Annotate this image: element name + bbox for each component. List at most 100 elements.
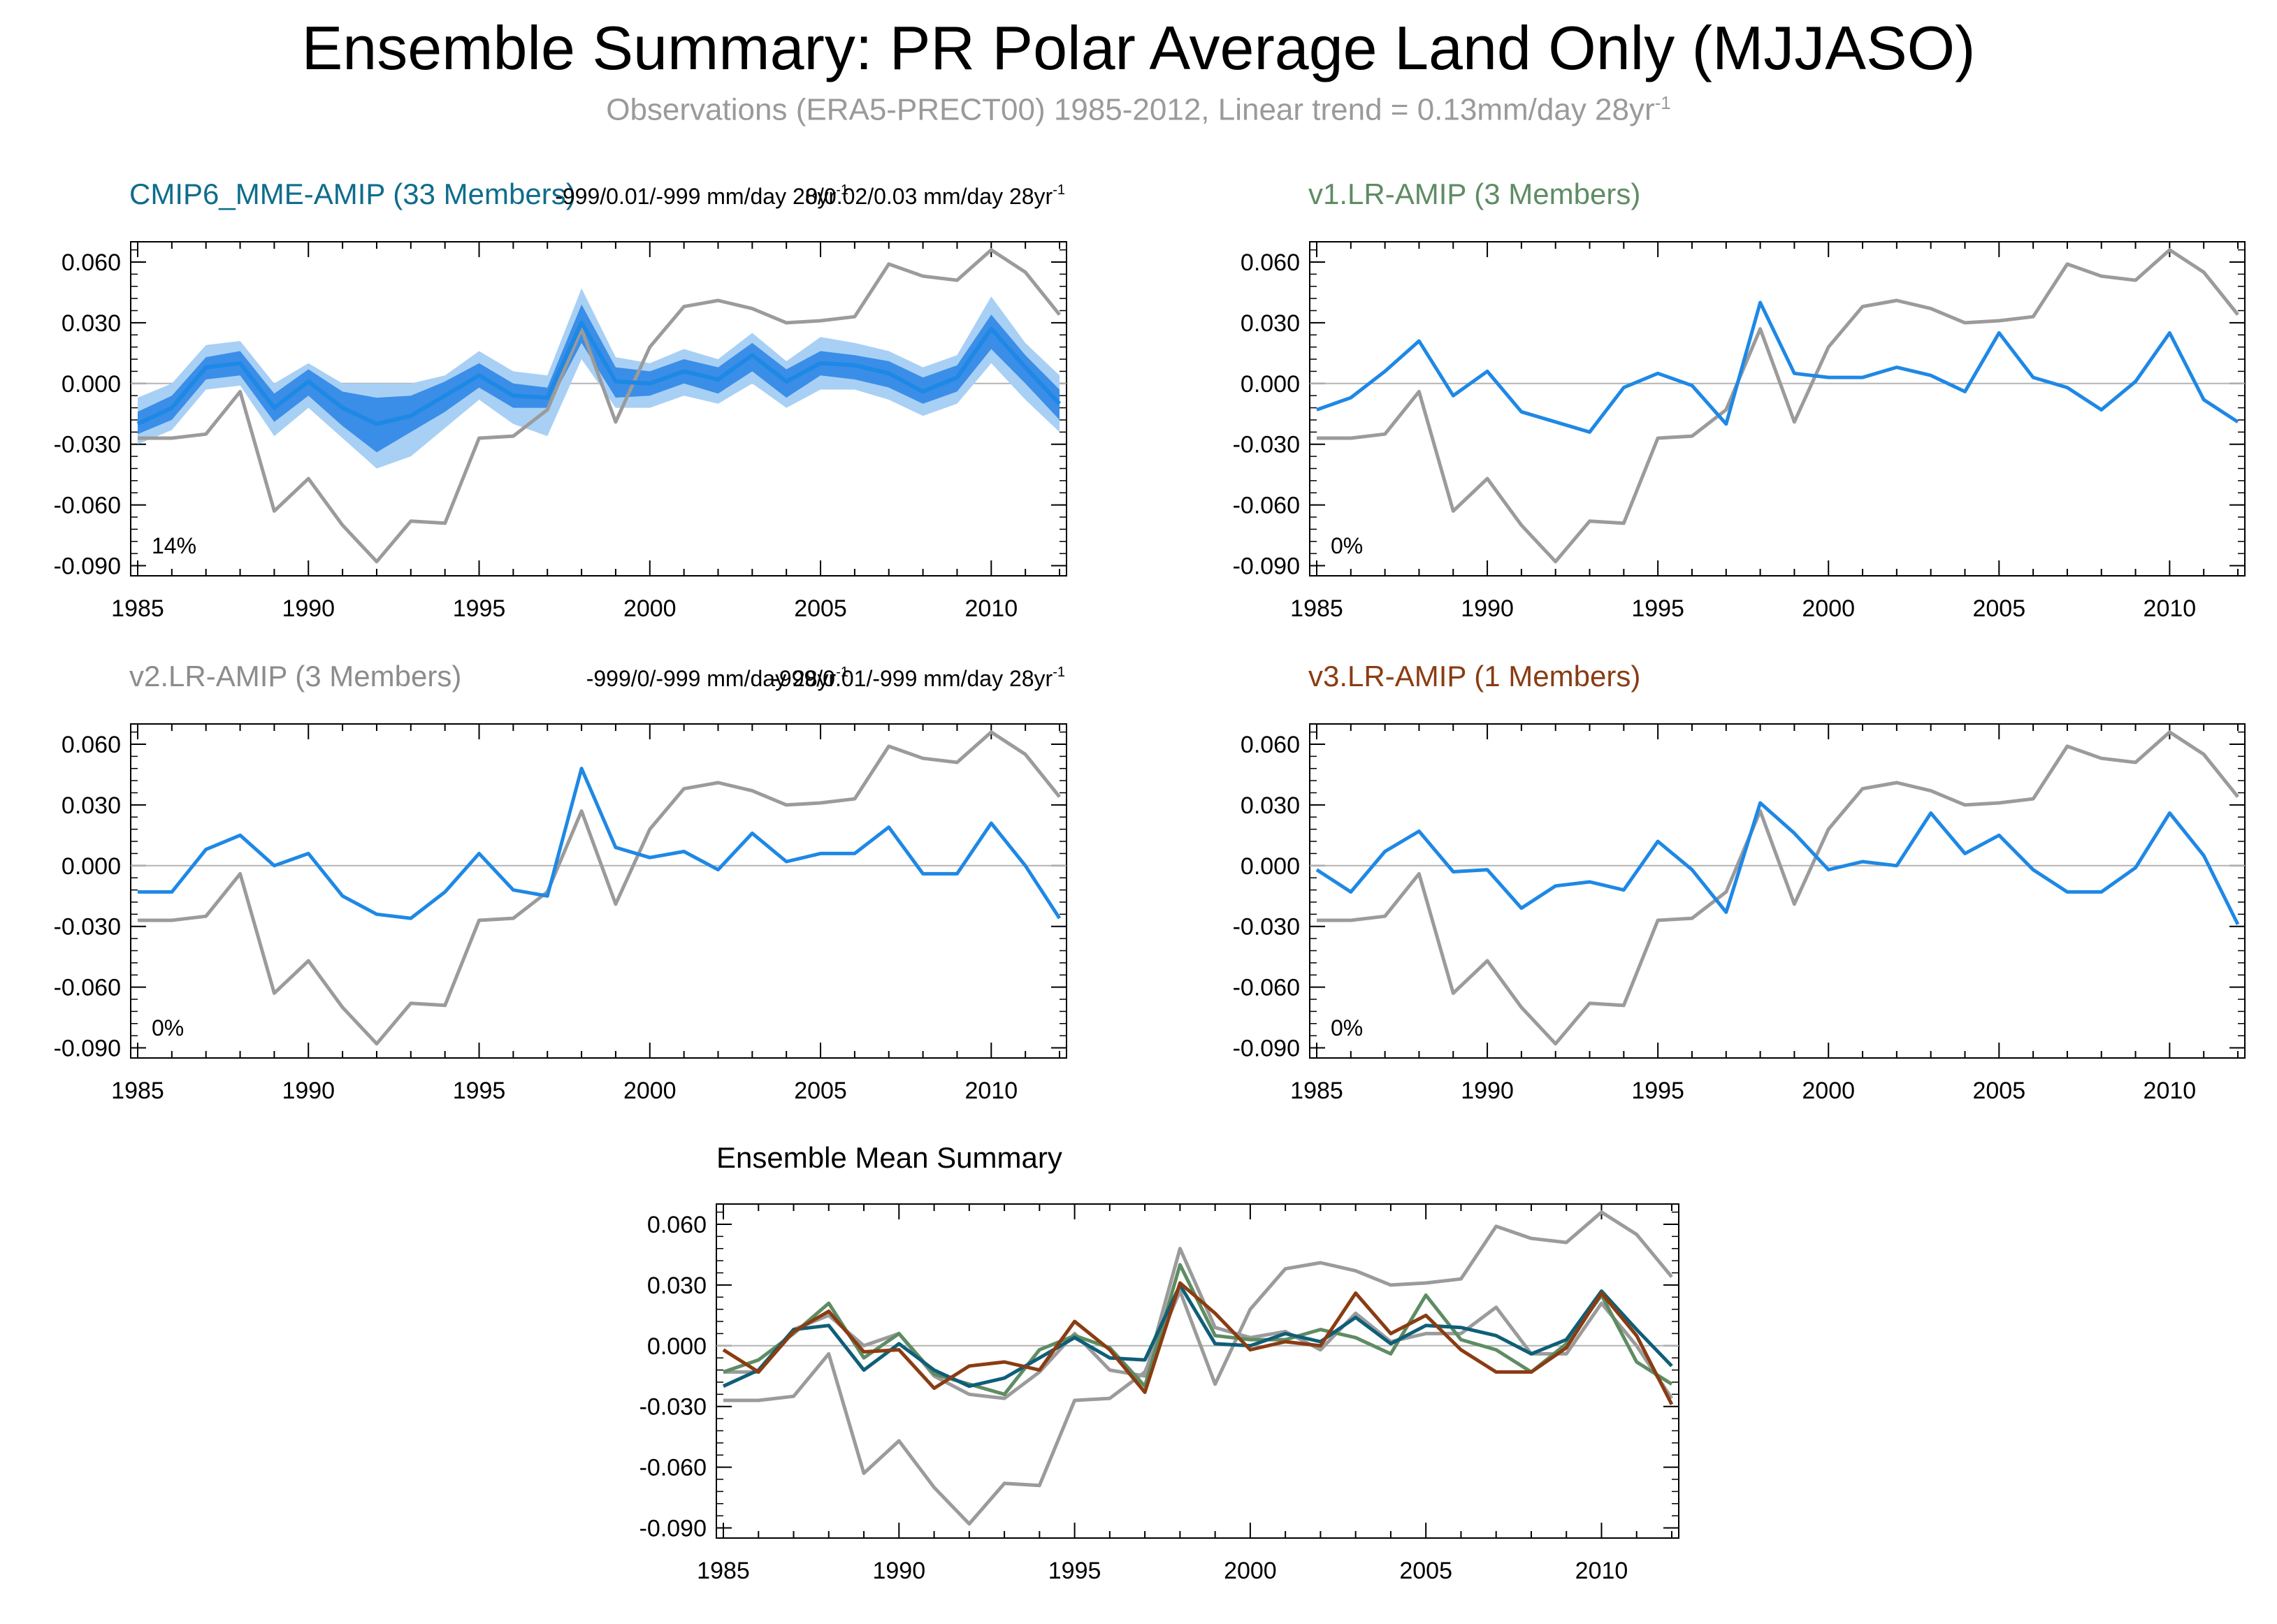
x-tick-label: 1985 bbox=[111, 595, 164, 622]
y-tick-label: 0.060 bbox=[647, 1212, 707, 1238]
x-tick-label: 2000 bbox=[1224, 1558, 1277, 1584]
x-tick-label: 2010 bbox=[2144, 595, 2197, 622]
model-line bbox=[1315, 801, 2240, 925]
summary-series-line-2 bbox=[722, 1283, 1673, 1389]
panel-v2: 0.060 0.030 0.000 -0.030 -0.060 -0.090 1985 199… bbox=[54, 660, 1067, 1104]
observations-line bbox=[1317, 730, 2239, 1046]
x-tick-label: 1990 bbox=[282, 1078, 335, 1104]
y-tick-label: 0.030 bbox=[62, 792, 121, 819]
mme-mean-line bbox=[136, 320, 1062, 426]
y-tick-label: 0.030 bbox=[1241, 310, 1300, 337]
trend-label: -999/0.01/-999 mm/day 28yr-1 bbox=[555, 182, 848, 209]
y-tick-label: -0.030 bbox=[1233, 914, 1300, 941]
subtitle-superscript: -1 bbox=[1654, 92, 1671, 113]
percent-label: 0% bbox=[152, 1015, 184, 1041]
y-tick-label: 0.060 bbox=[62, 732, 121, 758]
y-tick-label: -0.060 bbox=[1233, 975, 1300, 1001]
x-tick-label: 2010 bbox=[2144, 1078, 2197, 1104]
x-tick-label: 1995 bbox=[1631, 595, 1684, 622]
y-tick-label: 0.000 bbox=[1241, 853, 1300, 880]
figure-title: Ensemble Summary: PR Polar Average Land … bbox=[301, 13, 1976, 82]
plot-frame bbox=[716, 1203, 1679, 1539]
summary-series-line-0 bbox=[723, 1247, 1674, 1400]
panel-title: v2.LR-AMIP (3 Members) bbox=[129, 660, 461, 693]
x-tick-label: 2000 bbox=[1802, 1078, 1855, 1104]
x-tick-label: 2000 bbox=[1802, 595, 1855, 622]
panel-v1: 0.060 0.030 0.000 -0.030 -0.060 -0.090 1985 199… bbox=[555, 177, 2246, 622]
trend-label: -999/0/-999 mm/day 28yr-1 bbox=[586, 665, 848, 691]
x-tick-label: 2005 bbox=[1399, 1558, 1452, 1584]
plot-frame bbox=[130, 723, 1067, 1059]
y-tick-label: -0.090 bbox=[54, 1036, 121, 1062]
x-tick-label: 2005 bbox=[1972, 595, 2025, 622]
y-tick-label: 0.000 bbox=[62, 371, 121, 398]
x-tick-label: 1985 bbox=[1290, 1078, 1343, 1104]
x-tick-label: 1995 bbox=[1048, 1558, 1101, 1584]
y-tick-label: 0.000 bbox=[62, 853, 121, 880]
y-tick-label: 0.060 bbox=[1241, 732, 1300, 758]
x-tick-label: 1990 bbox=[1461, 1078, 1514, 1104]
observations-line bbox=[138, 248, 1061, 564]
y-tick-label: -0.060 bbox=[639, 1455, 707, 1481]
plot-frame bbox=[1309, 723, 2246, 1059]
y-tick-label: -0.060 bbox=[1233, 493, 1300, 519]
x-tick-label: 2010 bbox=[964, 1078, 1018, 1104]
panel-v3: 0.060 0.030 0.000 -0.030 -0.060 -0.090 1985 199… bbox=[586, 660, 2246, 1104]
observations-line bbox=[138, 730, 1061, 1046]
x-tick-label: 1995 bbox=[1631, 1078, 1684, 1104]
y-tick-label: -0.090 bbox=[54, 553, 121, 580]
x-tick-label: 1995 bbox=[453, 1078, 506, 1104]
y-tick-label: -0.090 bbox=[1233, 1036, 1300, 1062]
x-tick-label: 1990 bbox=[1461, 595, 1514, 622]
model-line bbox=[1316, 300, 2239, 434]
subtitle-text: Observations (ERA5-PRECT00) 1985-2012, L… bbox=[606, 92, 1655, 127]
panel-summary: 0.060 0.030 0.000 -0.030 -0.060 -0.090 1985 199… bbox=[639, 1141, 1679, 1584]
figure-subtitle: Observations (ERA5-PRECT00) 1985-2012, L… bbox=[0, 92, 2277, 128]
y-tick-label: -0.030 bbox=[54, 914, 121, 941]
trend-label: 0/0.02/0.03 mm/day 28yr-1 bbox=[805, 182, 1065, 209]
panel-title: v1.LR-AMIP (3 Members) bbox=[1308, 177, 1640, 210]
x-tick-label: 2005 bbox=[794, 1078, 847, 1104]
plot-frame bbox=[130, 241, 1067, 577]
panel-cmip6: 0.060 0.030 0.000 -0.030 -0.060 -0.090 1985 199… bbox=[54, 177, 1067, 622]
y-tick-label: 0.030 bbox=[647, 1273, 707, 1299]
trend-label: -999/0.01/-999 mm/day 28yr-1 bbox=[772, 665, 1065, 691]
y-tick-label: 0.030 bbox=[1241, 792, 1300, 819]
x-tick-label: 1990 bbox=[282, 595, 335, 622]
plot-frame bbox=[1309, 241, 2246, 577]
panel-title: v3.LR-AMIP (1 Members) bbox=[1308, 660, 1640, 693]
y-tick-label: -0.030 bbox=[54, 432, 121, 458]
y-tick-label: -0.090 bbox=[639, 1516, 707, 1542]
x-tick-label: 1995 bbox=[453, 595, 506, 622]
model-line bbox=[138, 767, 1062, 920]
x-tick-label: 1990 bbox=[872, 1558, 925, 1584]
observations-line bbox=[1317, 248, 2239, 564]
percent-label: 0% bbox=[1331, 1015, 1363, 1041]
summary-series-line-3 bbox=[722, 1281, 1674, 1405]
x-tick-label: 2000 bbox=[623, 595, 677, 622]
y-tick-label: -0.030 bbox=[639, 1394, 707, 1421]
percent-label: 14% bbox=[152, 533, 196, 558]
y-tick-label: -0.090 bbox=[1233, 553, 1300, 580]
x-tick-label: 1985 bbox=[1290, 595, 1343, 622]
x-tick-label: 2010 bbox=[964, 595, 1018, 622]
y-tick-label: 0.060 bbox=[62, 249, 121, 276]
mme-inner-spread-band bbox=[138, 304, 1060, 453]
x-tick-label: 2005 bbox=[1972, 1078, 2025, 1104]
y-tick-label: 0.060 bbox=[1241, 249, 1300, 276]
observations-line bbox=[723, 1210, 1673, 1526]
y-tick-label: -0.060 bbox=[54, 975, 121, 1001]
panel-title: Ensemble Mean Summary bbox=[716, 1141, 1062, 1174]
y-tick-label: -0.060 bbox=[54, 493, 121, 519]
x-tick-label: 2010 bbox=[1575, 1558, 1628, 1584]
x-tick-label: 2005 bbox=[794, 595, 847, 622]
percent-label: 0% bbox=[1331, 533, 1363, 558]
x-tick-label: 1985 bbox=[697, 1558, 750, 1584]
x-tick-label: 2000 bbox=[623, 1078, 677, 1104]
x-tick-label: 1985 bbox=[111, 1078, 164, 1104]
y-tick-label: 0.000 bbox=[1241, 371, 1300, 398]
y-tick-label: 0.000 bbox=[647, 1333, 707, 1360]
panel-title: CMIP6_MME-AMIP (33 Members) bbox=[129, 177, 576, 210]
y-tick-label: 0.030 bbox=[62, 310, 121, 337]
